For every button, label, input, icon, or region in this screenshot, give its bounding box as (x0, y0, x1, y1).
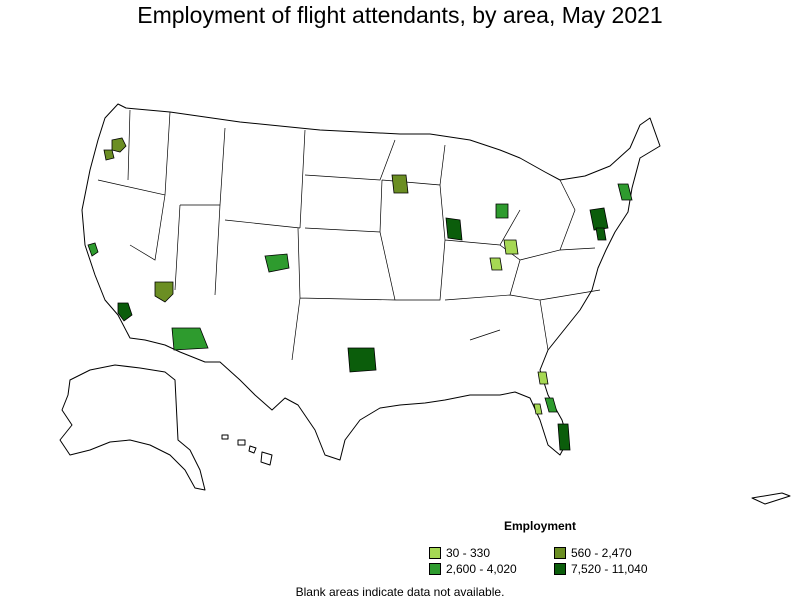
legend-title: Employment (504, 519, 577, 533)
state-boundaries (97, 109, 601, 361)
area-chicago (445, 217, 463, 241)
map-title: Employment of flight attendants, by area… (137, 2, 663, 28)
legend-swatch (554, 563, 566, 575)
area-jacksonville (537, 371, 549, 385)
area-orlando (544, 397, 558, 413)
hawaii-islands (221, 434, 273, 466)
legend-label: 2,600 - 4,020 (446, 562, 517, 576)
legend-label: 7,520 - 11,040 (571, 562, 648, 576)
area-miami (557, 423, 571, 451)
area-denver (264, 253, 290, 273)
contiguous-us-outline (81, 103, 661, 461)
area-cincinnati (489, 257, 503, 271)
area-los-angeles (117, 302, 133, 322)
area-las-vegas (154, 281, 174, 303)
area-phoenix (171, 327, 209, 351)
footnote: Blank areas indicate data not available. (295, 585, 505, 599)
legend-swatch (429, 547, 441, 559)
area-detroit (495, 203, 509, 219)
legend-label: 30 - 330 (446, 546, 491, 560)
area-minneapolis (391, 174, 409, 194)
area-boston (617, 183, 633, 201)
legend-item-2600-4020: 2,600 - 4,020 (429, 562, 517, 576)
area-seattle (111, 137, 127, 153)
legend-swatch (429, 563, 441, 575)
area-tampa (533, 403, 543, 415)
area-philadelphia (595, 227, 607, 241)
area-portland (103, 149, 115, 161)
legend-item-7520-11040: 7,520 - 11,040 (554, 562, 648, 576)
legend-item-560-2470: 560 - 2,470 (554, 546, 632, 560)
puerto-rico (751, 492, 791, 505)
alaska-outline (59, 364, 206, 491)
legend-swatch (554, 547, 566, 559)
legend-item-30-330: 30 - 330 (429, 546, 490, 560)
area-columbus (503, 239, 519, 255)
area-san-francisco (87, 242, 99, 257)
area-dallas (347, 347, 377, 373)
area-new-york (589, 207, 609, 231)
legend-label: 560 - 2,470 (571, 546, 632, 560)
